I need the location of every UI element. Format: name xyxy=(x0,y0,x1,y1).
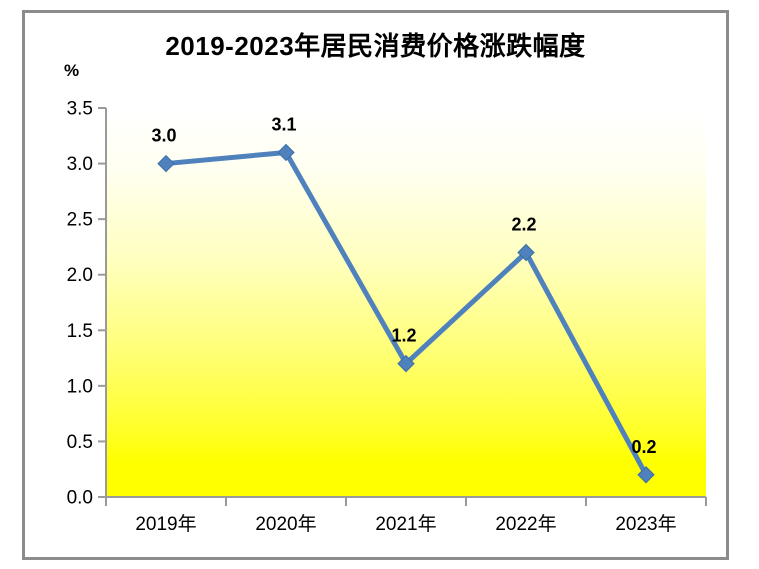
y-tick-label: 2.5 xyxy=(67,210,93,231)
plot-area-background xyxy=(106,108,706,497)
data-point-label: 0.2 xyxy=(631,437,656,457)
y-tick-label: 0.5 xyxy=(67,432,93,453)
data-point-label: 3.0 xyxy=(151,126,176,146)
data-point-marker xyxy=(277,143,295,162)
y-tick-label: 3.5 xyxy=(67,99,93,120)
x-tick-label: 2019年 xyxy=(135,513,196,535)
y-tick-label: 0.0 xyxy=(67,488,93,509)
y-tick-label: 3.0 xyxy=(67,154,93,175)
data-point-label: 2.2 xyxy=(511,214,536,234)
data-point-marker xyxy=(517,243,535,262)
x-tick-label: 2020年 xyxy=(255,513,316,535)
x-tick-label: 2021年 xyxy=(375,513,436,535)
x-tick-label: 2022年 xyxy=(495,513,556,535)
y-axis-unit-label: % xyxy=(64,61,80,80)
chart-title: 2019-2023年居民消费价格涨跌幅度 xyxy=(165,31,586,61)
data-point-label: 1.2 xyxy=(391,326,416,346)
x-tick-label: 2023年 xyxy=(615,513,676,535)
data-point-marker xyxy=(157,154,175,173)
y-tick-label: 1.0 xyxy=(67,376,93,397)
y-tick-label: 1.5 xyxy=(67,321,93,342)
data-point-label: 3.1 xyxy=(271,114,296,134)
data-point-marker xyxy=(637,466,655,484)
y-tick-label: 2.0 xyxy=(67,265,93,286)
data-point-marker xyxy=(397,354,415,373)
